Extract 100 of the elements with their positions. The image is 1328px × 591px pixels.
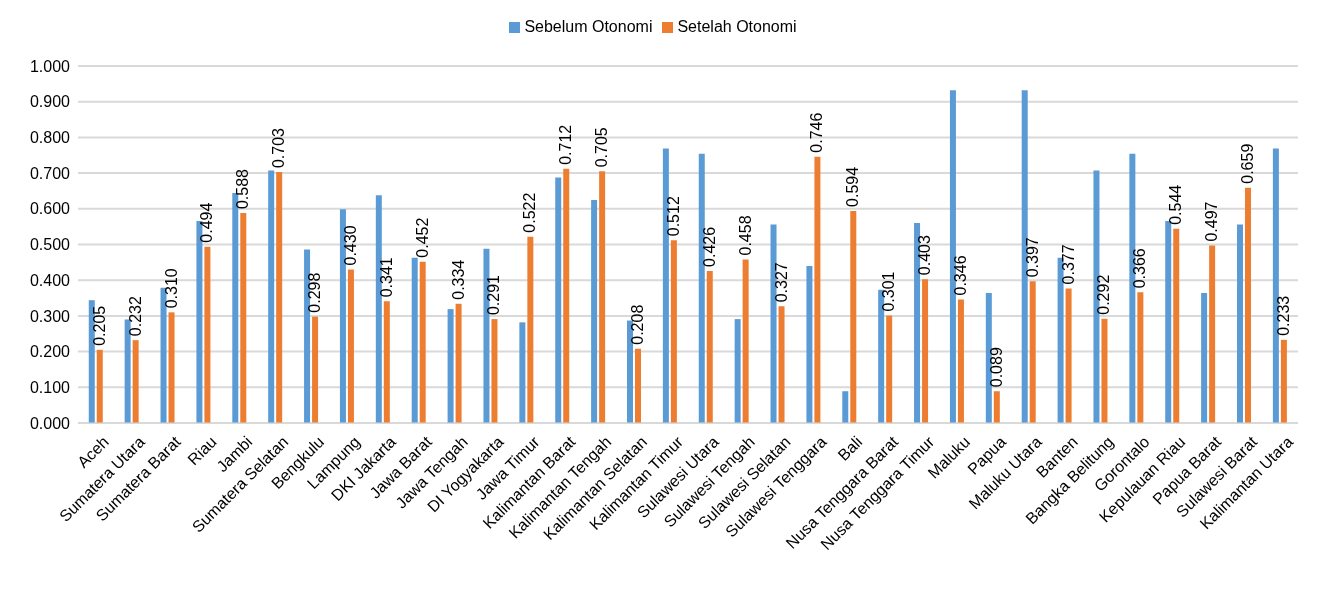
bar bbox=[1137, 292, 1144, 423]
y-tick-label: 0.700 bbox=[29, 164, 71, 182]
data-label: 0.292 bbox=[1095, 274, 1113, 315]
data-label: 0.232 bbox=[126, 296, 144, 337]
bar bbox=[1021, 90, 1028, 423]
data-label: 0.588 bbox=[234, 168, 252, 210]
data-label: 0.705 bbox=[593, 127, 611, 168]
bar bbox=[455, 303, 462, 423]
data-label: 0.512 bbox=[664, 196, 682, 237]
data-label: 0.346 bbox=[951, 255, 969, 296]
bar bbox=[563, 168, 570, 423]
bar bbox=[842, 391, 849, 423]
data-label: 0.458 bbox=[736, 215, 754, 256]
bar bbox=[491, 319, 498, 423]
data-label: 0.301 bbox=[880, 271, 898, 312]
bar bbox=[706, 270, 713, 423]
data-label: 0.746 bbox=[808, 112, 826, 153]
bar bbox=[447, 309, 454, 423]
data-label: 0.291 bbox=[485, 274, 503, 316]
data-label: 0.334 bbox=[449, 259, 467, 300]
bar bbox=[419, 261, 426, 423]
bar bbox=[734, 319, 741, 423]
bar bbox=[1065, 288, 1072, 423]
bar bbox=[204, 246, 211, 423]
bar bbox=[1272, 148, 1279, 423]
y-tick-label: 0.800 bbox=[29, 129, 71, 147]
y-tick-label: 0.000 bbox=[29, 414, 71, 432]
bar bbox=[375, 195, 382, 423]
data-label: 0.403 bbox=[916, 234, 934, 276]
data-label: 0.430 bbox=[341, 225, 359, 266]
bar bbox=[555, 177, 562, 423]
bar bbox=[850, 210, 857, 423]
data-label: 0.208 bbox=[629, 304, 646, 345]
bar bbox=[670, 240, 677, 423]
y-tick-label: 0.900 bbox=[29, 93, 71, 111]
bar bbox=[806, 265, 813, 423]
data-label: 0.659 bbox=[1239, 143, 1256, 184]
data-label: 0.310 bbox=[162, 268, 180, 309]
data-label: 0.298 bbox=[306, 272, 324, 313]
data-label: 0.205 bbox=[90, 305, 108, 346]
data-label: 0.703 bbox=[270, 127, 288, 169]
bar bbox=[268, 170, 275, 423]
bar bbox=[1201, 293, 1208, 423]
bar bbox=[1101, 318, 1108, 423]
bar bbox=[88, 300, 95, 423]
y-tick-label: 0.300 bbox=[29, 307, 71, 325]
bar bbox=[527, 236, 534, 423]
legend-label: Setelah Otonomi bbox=[677, 18, 797, 35]
bar bbox=[1280, 339, 1287, 423]
bar bbox=[240, 213, 247, 423]
bar bbox=[627, 320, 633, 423]
data-label: 0.522 bbox=[521, 192, 539, 233]
bar bbox=[347, 269, 354, 423]
bar bbox=[985, 293, 992, 423]
bar bbox=[770, 224, 777, 423]
bar bbox=[599, 171, 606, 423]
bar bbox=[276, 172, 283, 423]
legend-label: Sebelum Otonomi bbox=[524, 18, 653, 35]
bar bbox=[635, 348, 641, 423]
y-tick-label: 0.600 bbox=[29, 200, 71, 218]
data-label: 0.494 bbox=[198, 202, 216, 243]
bar bbox=[698, 153, 705, 423]
bar bbox=[591, 199, 598, 423]
data-label: 0.366 bbox=[1131, 248, 1149, 289]
data-label: 0.377 bbox=[1059, 244, 1077, 285]
data-label: 0.452 bbox=[413, 217, 431, 258]
bar bbox=[124, 319, 131, 423]
bar bbox=[519, 322, 526, 423]
y-tick-label: 0.200 bbox=[29, 343, 71, 361]
bar bbox=[96, 349, 103, 423]
bar bbox=[662, 148, 669, 423]
data-label: 0.544 bbox=[1167, 184, 1185, 225]
y-tick-label: 1.000 bbox=[29, 57, 71, 75]
bar bbox=[132, 340, 139, 423]
bar bbox=[949, 90, 956, 423]
data-label: 0.712 bbox=[557, 124, 575, 165]
data-label: 0.594 bbox=[844, 166, 862, 207]
bar bbox=[339, 209, 346, 423]
bar bbox=[160, 287, 167, 423]
y-tick-label: 0.400 bbox=[29, 271, 71, 289]
bar bbox=[922, 279, 929, 423]
data-label: 0.397 bbox=[1023, 237, 1041, 278]
data-label: 0.327 bbox=[772, 262, 790, 303]
bar bbox=[312, 316, 319, 423]
bar bbox=[411, 257, 418, 423]
bar bbox=[1237, 224, 1243, 423]
x-tick-label: Bali bbox=[834, 433, 866, 464]
bar bbox=[1029, 281, 1036, 423]
bar bbox=[957, 299, 964, 423]
data-label: 0.426 bbox=[700, 226, 718, 267]
bar bbox=[1245, 187, 1251, 423]
bar bbox=[742, 259, 749, 423]
bar bbox=[814, 156, 821, 423]
y-tick-label: 0.100 bbox=[29, 378, 71, 396]
data-label: 0.233 bbox=[1274, 295, 1292, 336]
data-label: 0.497 bbox=[1203, 201, 1221, 242]
data-label: 0.341 bbox=[377, 257, 395, 298]
bar bbox=[886, 315, 893, 423]
bar bbox=[778, 306, 785, 423]
y-tick-label: 0.500 bbox=[29, 236, 71, 254]
